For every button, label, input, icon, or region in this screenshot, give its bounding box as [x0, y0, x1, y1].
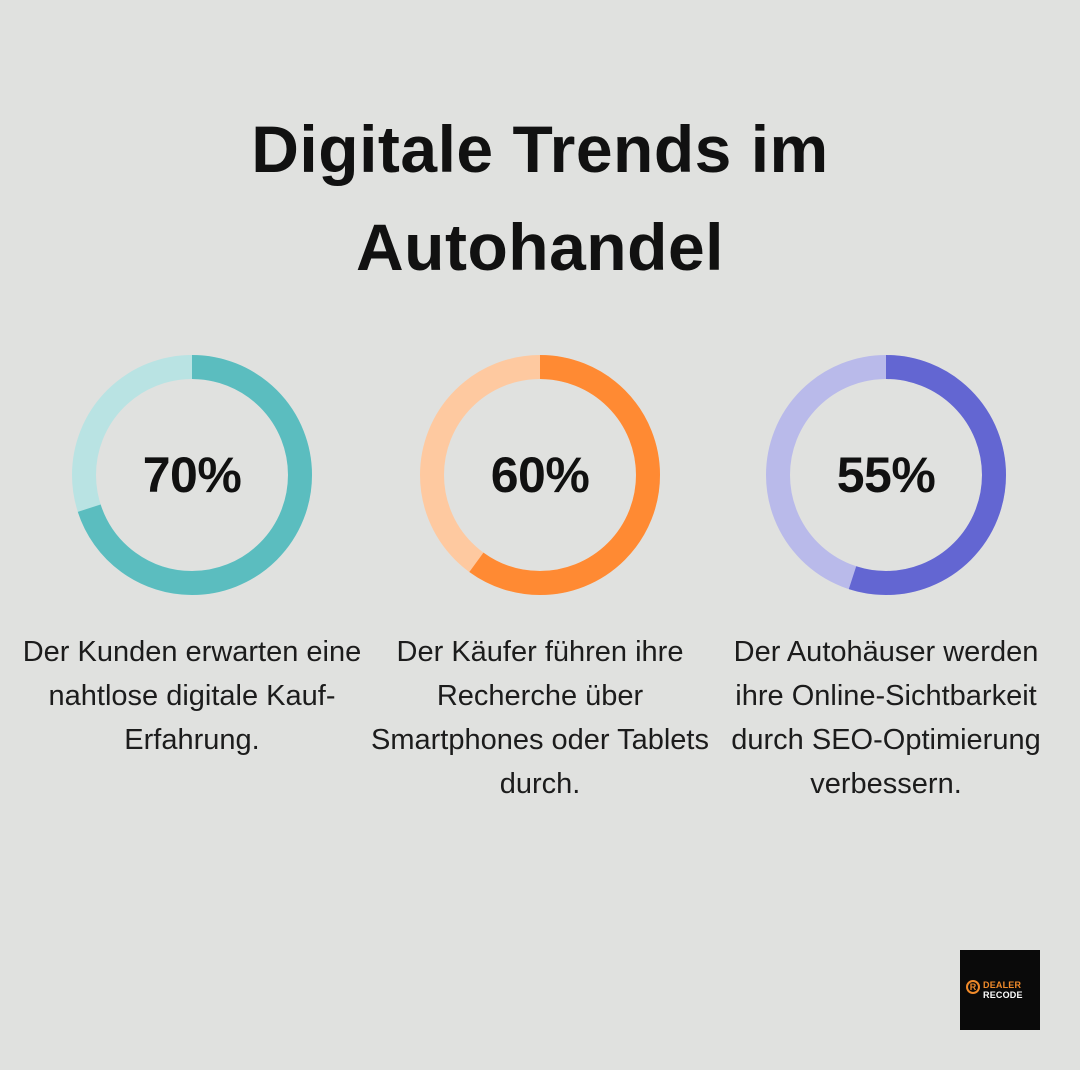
stat-description: Der Autohäuser werden ihre Online-Sichtb…: [731, 636, 1041, 800]
percentage-label: 55%: [836, 447, 936, 503]
page-title: Digitale Trends im Autohandel: [251, 112, 829, 284]
stat-description: Der Käufer führen ihre Recherche über Sm…: [370, 636, 709, 800]
donut-value-arc: [72, 355, 312, 595]
logo-r-icon: R: [966, 980, 980, 994]
donut-svg: [766, 355, 1006, 595]
stat-card: 70% Der Kunden erwarten eine nahtlose di…: [22, 350, 362, 762]
donut-chart: 55%: [761, 350, 1011, 600]
stat-card: 55% Der Autohäuser werden ihre Online-Si…: [716, 350, 1056, 806]
donut-value-arc: [420, 355, 660, 595]
percentage-label: 70%: [142, 447, 242, 503]
percentage-label: 60%: [490, 447, 590, 503]
stat-card: 60% Der Käufer führen ihre Recherche übe…: [370, 350, 710, 806]
dealer-recode-logo: R DEALER RECODE: [960, 950, 1040, 1030]
donut-svg: [420, 355, 660, 595]
donut-chart: 70%: [67, 350, 317, 600]
donut-chart: 60%: [415, 350, 665, 600]
logo-line-1: DEALER: [983, 980, 1022, 990]
donut-value-arc: [766, 355, 1006, 595]
stat-description: Der Kunden erwarten eine nahtlose digita…: [22, 636, 362, 756]
logo-text: DEALER RECODE: [983, 980, 1039, 1000]
logo-line-2: RECODE: [983, 990, 1023, 1000]
donut-svg: [72, 355, 312, 595]
